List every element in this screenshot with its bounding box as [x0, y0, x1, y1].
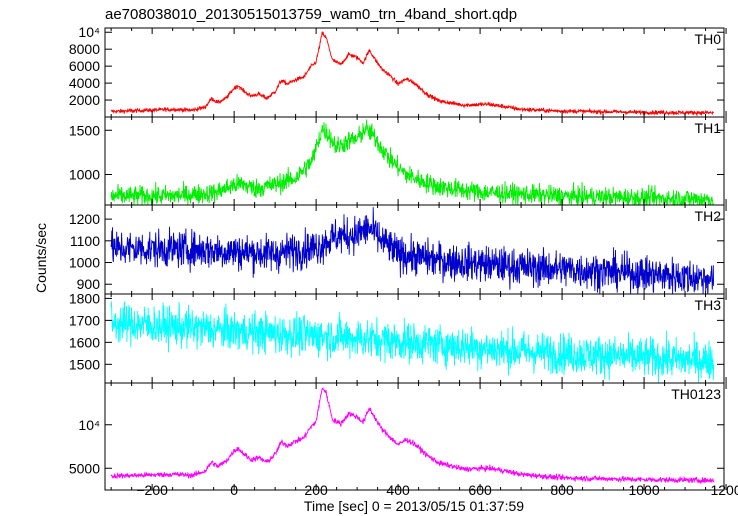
y-tick-label: 1200 [69, 211, 100, 227]
x-tick-label: −200 [136, 482, 168, 498]
panel-th2: 900 1000 1100 1200 TH2 [69, 204, 727, 295]
y-tick-label: 6000 [69, 58, 100, 74]
x-tick-label: 200 [304, 482, 328, 498]
y-tick-label: 5000 [69, 460, 100, 476]
panel-label-th1: TH1 [695, 120, 722, 136]
x-axis-label: Time [sec] 0 = 2013/05/15 01:37:59 [304, 498, 524, 514]
y-tick-label: 1800 [69, 290, 100, 306]
y-tick-label: 10⁴ [78, 417, 100, 433]
y-axis-label: Counts/sec [33, 223, 49, 293]
y-tick-label: 900 [77, 276, 101, 292]
y-tick-label: 1100 [70, 233, 100, 249]
y-tick-label: 1600 [69, 334, 100, 350]
panel-th1: 1000 1500 TH1 [69, 116, 727, 207]
panel-label-th0123: TH0123 [671, 386, 721, 402]
y-tick-label: 8000 [69, 41, 100, 57]
x-tick-label: 1200 [710, 482, 738, 498]
y-tick-label: 1700 [69, 312, 100, 328]
series-line-th0 [110, 31, 714, 117]
series-line-th0123 [110, 386, 715, 484]
series-line-th1 [110, 119, 714, 207]
y-tick-label: 1500 [69, 356, 100, 372]
panel-label-th2: TH2 [695, 208, 722, 224]
panel-label-th0: TH0 [695, 31, 722, 47]
chart-title: ae708038010_20130515013759_wam0_trn_4ban… [105, 6, 517, 23]
y-tick-label: 4000 [69, 75, 100, 91]
y-tick-label: 1500 [69, 122, 100, 138]
panel-frame [104, 382, 725, 491]
panel-th3: 1500 1600 1700 1800 TH3 [69, 290, 727, 384]
panel-frame [104, 27, 725, 118]
panel-th0123: 5000 10⁴ TH0123 [69, 382, 727, 491]
series-line-th3 [110, 301, 715, 384]
x-tick-label: 400 [386, 482, 410, 498]
x-tick-labels-group: −200 0 200 400 600 800 1000 1200 [136, 482, 738, 498]
y-tick-label: 1000 [69, 166, 100, 182]
x-tick-label: 0 [230, 482, 238, 498]
x-tick-label: 800 [550, 482, 574, 498]
series-line-th2 [110, 207, 715, 295]
panel-label-th3: TH3 [695, 297, 722, 313]
x-tick-label: 600 [468, 482, 492, 498]
x-tick-label: 1000 [628, 482, 659, 498]
y-tick-label: 1000 [69, 255, 100, 271]
y-tick-label: 2000 [69, 92, 100, 108]
y-tick-label: 10⁴ [78, 24, 100, 40]
